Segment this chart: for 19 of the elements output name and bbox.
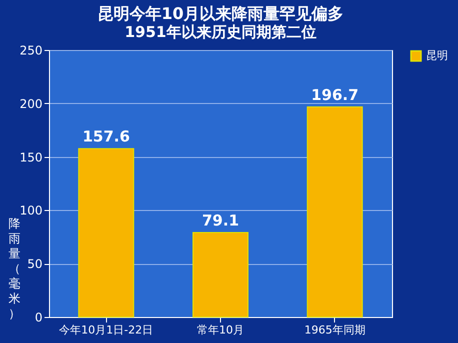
- chart-subtitle: 1951年以来历史同期第二位: [124, 23, 316, 41]
- y-axis-title: 降雨量（毫米）: [8, 216, 20, 320]
- data-label: 157.6: [82, 128, 130, 146]
- x-tick-label: 今年10月1日-22日: [59, 324, 154, 336]
- y-tick-label: 200: [20, 96, 42, 111]
- x-tick-label: 常年10月: [197, 324, 244, 336]
- data-label: 196.7: [311, 86, 359, 104]
- y-tick-label: 0: [34, 310, 42, 324]
- bar: [192, 232, 248, 318]
- bar: [78, 148, 134, 318]
- y-tick-label: 100: [20, 204, 42, 218]
- x-tick-label: 1965年同期: [304, 324, 366, 336]
- y-tick-label: 50: [27, 257, 42, 272]
- chart-title: 昆明今年10月以来降雨量罕见偏多: [97, 4, 344, 23]
- legend-label: 昆明: [426, 49, 448, 62]
- y-tick-label: 150: [20, 150, 42, 164]
- y-tick-label: 250: [20, 44, 42, 58]
- data-label: 79.1: [202, 212, 240, 230]
- bar: [306, 106, 363, 318]
